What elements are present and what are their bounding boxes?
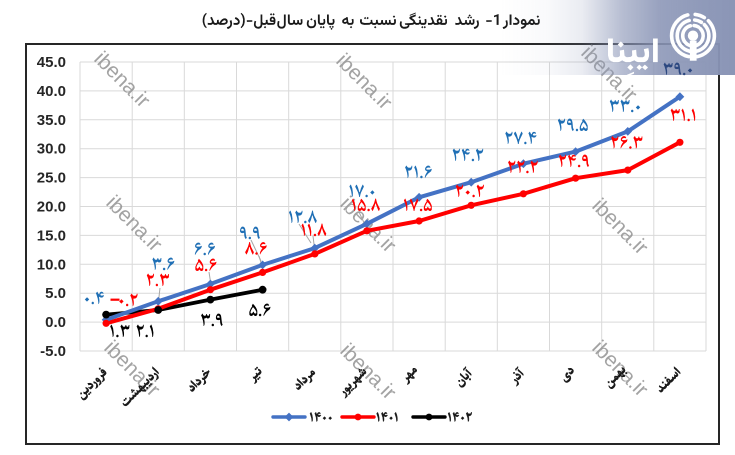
svg-text:0.0: 0.0 [45, 314, 66, 331]
svg-text:40.0: 40.0 [37, 83, 66, 100]
svg-text:30.0: 30.0 [37, 141, 66, 158]
svg-text:25.0: 25.0 [37, 170, 66, 187]
svg-text:10.0: 10.0 [37, 256, 66, 273]
svg-text:-5.0: -5.0 [40, 343, 66, 360]
svg-text:20.0: 20.0 [37, 199, 66, 216]
svg-text:15.0: 15.0 [37, 227, 66, 244]
svg-text:45.0: 45.0 [37, 54, 66, 71]
svg-text:35.0: 35.0 [37, 112, 66, 129]
svg-text:5.0: 5.0 [45, 285, 66, 302]
